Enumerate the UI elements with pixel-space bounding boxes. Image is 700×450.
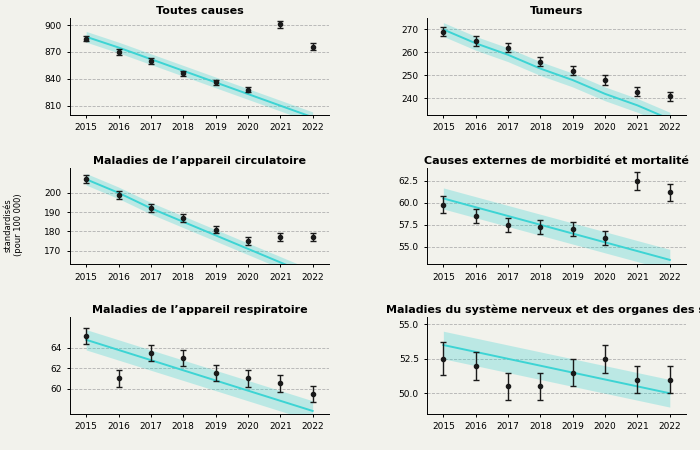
- Title: Maladies de l’appareil circulatoire: Maladies de l’appareil circulatoire: [93, 156, 306, 166]
- Title: Tumeurs: Tumeurs: [530, 6, 583, 16]
- Text: Taux
standardisés
(pour 100 000): Taux standardisés (pour 100 000): [0, 194, 23, 256]
- Title: Causes externes de morbidité et mortalité: Causes externes de morbidité et mortalit…: [424, 156, 689, 166]
- Title: Maladies du système nerveux et des organes des sens: Maladies du système nerveux et des organ…: [386, 305, 700, 315]
- Title: Toutes causes: Toutes causes: [155, 6, 244, 16]
- Title: Maladies de l’appareil respiratoire: Maladies de l’appareil respiratoire: [92, 305, 307, 315]
